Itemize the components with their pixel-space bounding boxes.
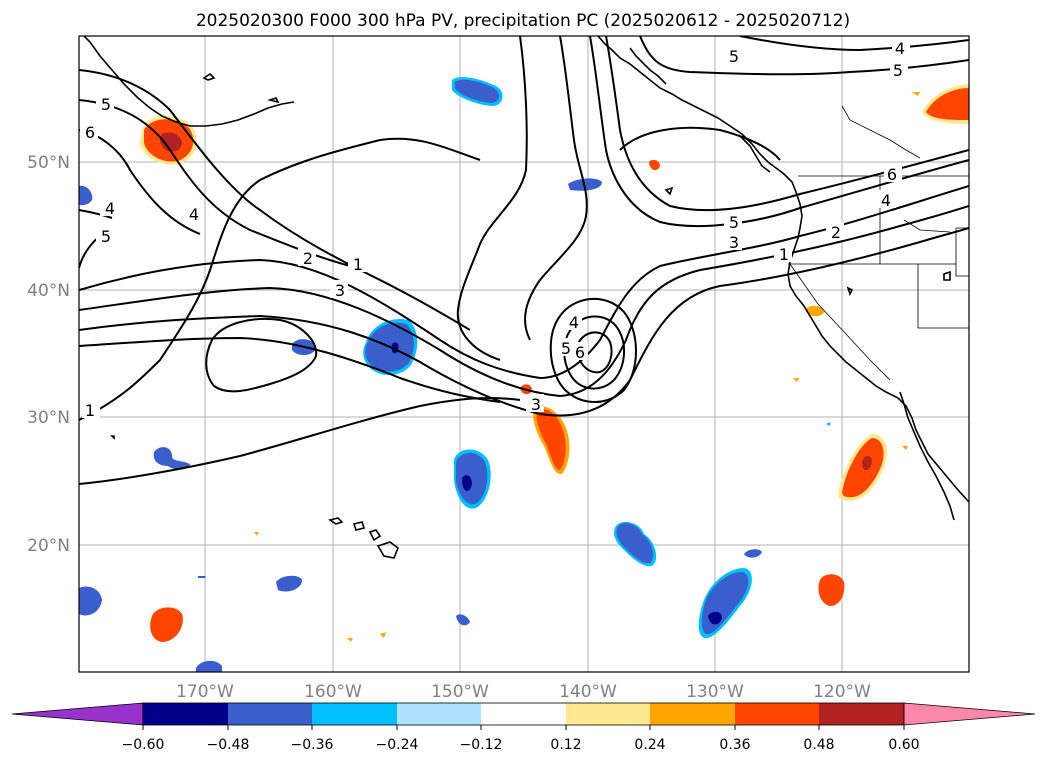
lon-label-150w: 150°W — [431, 682, 489, 702]
cbar-label-3: −0.24 — [376, 737, 419, 753]
pv-label-5: 5 — [101, 95, 111, 114]
pv-label-1: 1 — [353, 255, 363, 274]
pv-label-6-jet: 6 — [887, 165, 897, 184]
lat-label-30n: 30°N — [27, 408, 70, 428]
cbar-label-0: −0.60 — [122, 737, 165, 753]
longitude-labels: 170°W 160°W 150°W 140°W 130°W 120°W — [176, 682, 871, 702]
colorbar-frame — [142, 702, 905, 726]
colorbar-bin-2 — [228, 703, 312, 725]
pv-label-4-low: 4 — [569, 313, 579, 332]
map-background — [79, 36, 969, 672]
colorbar-bin-3 — [312, 703, 397, 725]
cbar-label-4: −0.12 — [460, 737, 503, 753]
borders — [788, 105, 969, 381]
lat-label-40n: 40°N — [27, 281, 70, 301]
pv-label-6-low: 6 — [575, 343, 585, 362]
cbar-label-8: 0.48 — [803, 737, 834, 753]
colorbar-tick-labels: −0.60 −0.48 −0.36 −0.24 −0.12 0.12 0.24 … — [122, 737, 920, 753]
colorbar-bin-1 — [143, 703, 228, 725]
pv-label-3-low: 3 — [531, 395, 541, 414]
pv-label-5-north: 5 — [729, 47, 739, 66]
colorbar-extend-high — [903, 702, 1036, 726]
coastlines — [82, 36, 969, 559]
cbar-label-2: −0.36 — [291, 737, 334, 753]
pv-label-5-ne: 5 — [893, 61, 903, 80]
pv-label-4-ne: 4 — [895, 39, 905, 58]
cbar-label-9: 0.60 — [888, 737, 919, 753]
pv-label-1-west: 1 — [85, 401, 95, 420]
pv-label-6: 6 — [85, 123, 95, 142]
pv-label-4: 4 — [189, 205, 199, 224]
pv-label-5-west: 5 — [101, 227, 111, 246]
colorbar-bin-4 — [397, 703, 481, 725]
lon-label-160w: 160°W — [304, 682, 362, 702]
pv-label-3: 3 — [335, 281, 345, 300]
colorbar-bin-6 — [566, 703, 650, 725]
lat-label-20n: 20°N — [27, 536, 70, 556]
cbar-label-6: 0.24 — [634, 737, 665, 753]
colorbar-ticks — [142, 725, 905, 730]
colorbar: −0.60 −0.48 −0.36 −0.24 −0.12 0.12 0.24 … — [11, 702, 1036, 753]
latitude-labels: 50°N 40°N 30°N 20°N — [27, 153, 70, 556]
colorbar-extend-low — [11, 702, 144, 726]
cbar-label-1: −0.48 — [207, 737, 250, 753]
colorbar-bin-5 — [481, 703, 566, 725]
pv-contours — [79, 36, 969, 485]
negative-precip-areas — [79, 77, 830, 672]
pv-label-5-jet: 5 — [729, 213, 739, 232]
pv-label-1-jet: 1 — [779, 245, 789, 264]
lon-label-120w: 120°W — [813, 682, 871, 702]
pv-label-4-west: 4 — [105, 199, 115, 218]
pv-label-2: 2 — [303, 249, 313, 268]
map-panel: 1 2 3 4 5 6 4 5 1 4 5 — [78, 35, 970, 673]
lat-label-50n: 50°N — [27, 153, 70, 173]
pv-label-5-low: 5 — [561, 339, 571, 358]
lon-label-170w: 170°W — [176, 682, 234, 702]
colorbar-bin-8 — [735, 703, 819, 725]
lon-label-140w: 140°W — [559, 682, 617, 702]
lon-label-130w: 130°W — [686, 682, 744, 702]
pv-label-2-jet: 2 — [831, 223, 841, 242]
map-title: 2025020300 F000 300 hPa PV, precipitatio… — [196, 11, 850, 31]
pv-label-4-jet: 4 — [881, 191, 891, 210]
colorbar-bin-7 — [650, 703, 735, 725]
map-frame — [78, 35, 970, 673]
pv-contour-labels: 1 2 3 4 5 6 4 5 1 4 5 — [80, 38, 910, 420]
cbar-label-5: 0.12 — [550, 737, 581, 753]
cbar-label-7: 0.36 — [719, 737, 750, 753]
pv-label-3-jet: 3 — [729, 233, 739, 252]
colorbar-bin-9 — [819, 703, 904, 725]
